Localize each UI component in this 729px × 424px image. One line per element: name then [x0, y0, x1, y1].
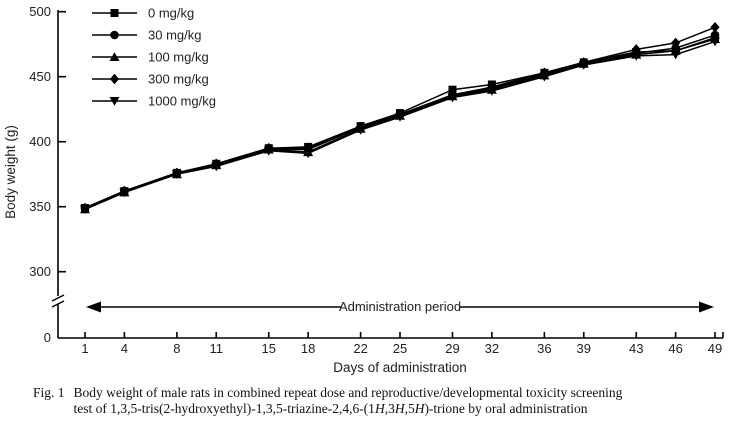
- legend-item-100-mg-kg: 100 mg/kg: [92, 50, 209, 65]
- legend-item-0-mg-kg: 0 mg/kg: [92, 6, 194, 21]
- svg-text:11: 11: [210, 341, 224, 356]
- svg-text:22: 22: [353, 341, 367, 356]
- svg-text:Days of administration: Days of administration: [333, 360, 467, 375]
- legend-item-30-mg-kg: 30 mg/kg: [92, 28, 201, 43]
- svg-text:30 mg/kg: 30 mg/kg: [148, 28, 201, 43]
- svg-text:18: 18: [301, 341, 315, 356]
- legend-item-300-mg-kg: 300 mg/kg: [92, 72, 209, 87]
- svg-text:8: 8: [173, 341, 180, 356]
- svg-text:0 mg/kg: 0 mg/kg: [148, 6, 194, 21]
- svg-text:0: 0: [44, 330, 51, 345]
- svg-text:400: 400: [29, 134, 51, 149]
- axes: [57, 10, 724, 339]
- svg-text:Body weight (g): Body weight (g): [3, 125, 18, 219]
- y-tick-labels: 500 450 400 350 300 0: [29, 4, 51, 345]
- svg-text:1000 mg/kg: 1000 mg/kg: [148, 94, 216, 109]
- x-tick-labels: 1 4 8 11 15 18 22 25 29 32 36 39 43 46 49: [81, 341, 722, 356]
- svg-text:15: 15: [262, 341, 276, 356]
- caption-line-1: Body weight of male rats in combined rep…: [73, 385, 623, 400]
- figure-caption: Fig. 1 Body weight of male rats in combi…: [33, 385, 723, 418]
- figure-number: Fig. 1: [33, 385, 65, 400]
- legend-item-1000-mg-kg: 1000 mg/kg: [92, 94, 216, 109]
- svg-text:29: 29: [445, 341, 459, 356]
- svg-text:300 mg/kg: 300 mg/kg: [148, 72, 209, 87]
- y-axis-break: [51, 294, 65, 308]
- caption-line-2: test of 1,3,5-tris(2-hydroxyethyl)-1,3,5…: [73, 401, 588, 417]
- svg-text:Administration period: Administration period: [339, 299, 461, 314]
- svg-text:32: 32: [485, 341, 499, 356]
- svg-text:500: 500: [29, 4, 51, 19]
- body-weight-line-chart: 500 450 400 350 300 0 1 4 8 11 15 18 22 25 29 32 36 39 43 4…: [3, 4, 724, 375]
- svg-text:46: 46: [668, 341, 682, 356]
- axis-titles: Days of administration Body weight (g): [3, 125, 467, 375]
- svg-text:1: 1: [81, 341, 88, 356]
- administration-period-arrow: Administration period: [86, 299, 714, 314]
- legend: 0 mg/kg 30 mg/kg 100 mg/kg 300 mg/kg 1000 mg…: [92, 6, 216, 109]
- svg-text:49: 49: [708, 341, 722, 356]
- svg-text:43: 43: [629, 341, 643, 356]
- svg-text:4: 4: [121, 341, 128, 356]
- svg-text:36: 36: [537, 341, 551, 356]
- svg-text:25: 25: [393, 341, 407, 356]
- svg-text:450: 450: [29, 69, 51, 84]
- svg-text:350: 350: [29, 199, 51, 214]
- figure-caption-text: Body weight of male rats in combined rep…: [74, 385, 723, 418]
- series-1000-mg-kg: [80, 37, 720, 215]
- svg-text:300: 300: [29, 264, 51, 279]
- svg-text:100 mg/kg: 100 mg/kg: [148, 50, 209, 65]
- svg-text:39: 39: [577, 341, 591, 356]
